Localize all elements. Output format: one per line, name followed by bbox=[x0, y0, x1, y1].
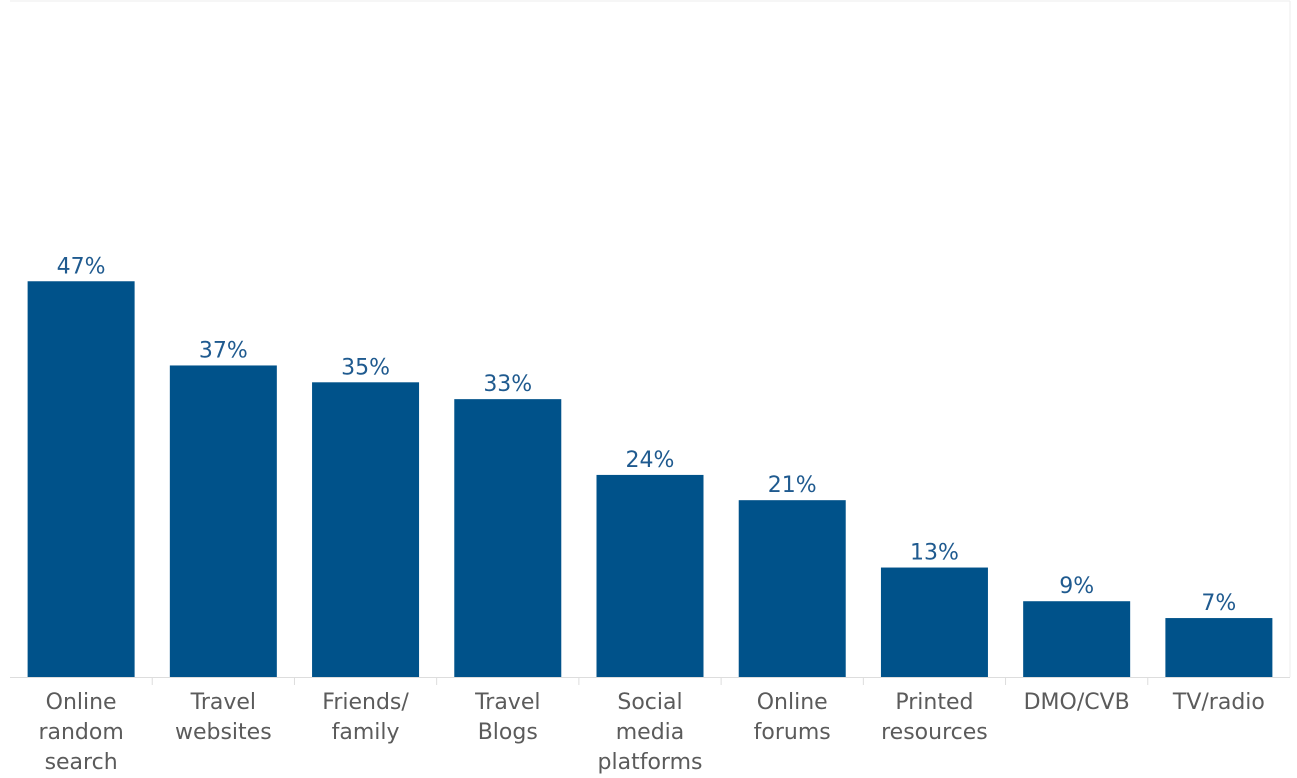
data-label: 47% bbox=[57, 254, 106, 279]
x-tick-label: Online forums bbox=[754, 690, 831, 745]
chart-frame-lines bbox=[10, 0, 1291, 677]
data-label: 35% bbox=[341, 355, 390, 380]
bar bbox=[596, 474, 704, 677]
bar bbox=[169, 365, 277, 677]
data-label: 24% bbox=[626, 448, 675, 473]
bar bbox=[1023, 601, 1131, 677]
bar bbox=[312, 382, 420, 677]
data-label: 13% bbox=[910, 541, 959, 566]
bar bbox=[1165, 618, 1273, 677]
data-label: 7% bbox=[1201, 591, 1236, 616]
x-tick-label: TV/radio bbox=[1172, 690, 1265, 715]
bar bbox=[880, 567, 988, 677]
x-axis: Online random search Travel websites Friends/… bbox=[10, 677, 1290, 775]
bar bbox=[454, 399, 562, 677]
x-tick-label: Printed resources bbox=[881, 690, 988, 745]
data-label: 21% bbox=[768, 473, 817, 498]
bar bbox=[738, 500, 846, 677]
data-labels: 47% 37% 35% 33% 24% 21% 13% 9% 7% bbox=[57, 254, 1237, 616]
x-tick-label: Travel Blogs bbox=[474, 690, 540, 745]
x-tick-label: DMO/CVB bbox=[1024, 690, 1130, 715]
bar bbox=[27, 281, 135, 677]
bars bbox=[27, 281, 1273, 677]
data-label: 9% bbox=[1059, 574, 1094, 599]
x-tick-label: Friends/family bbox=[322, 690, 409, 745]
data-label: 37% bbox=[199, 338, 248, 363]
x-tick-label: Online random search bbox=[38, 690, 123, 775]
x-tick-label: Social media platforms bbox=[598, 690, 703, 775]
data-label: 33% bbox=[483, 372, 532, 397]
x-tick-label: Travel websites bbox=[175, 690, 272, 745]
